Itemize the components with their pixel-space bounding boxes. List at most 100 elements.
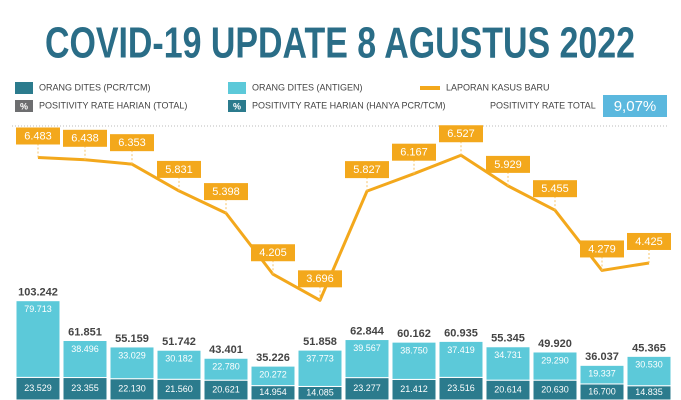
bar-segment [485,346,531,381]
line-value-label: 5.398 [212,186,240,198]
legend-label: LAPORAN KASUS BARU [446,82,550,92]
line-value-label: 5.455 [541,183,569,195]
bar-value-label: 22.780 [212,362,240,372]
title: COVID-19 UPDATE 8 AGUSTUS 2022 [45,19,635,68]
line-value-label: 6.527 [447,128,475,140]
bar-value-label: 33.029 [118,350,146,360]
bar-segment [626,355,672,387]
line-value-label: 6.483 [24,130,52,142]
bar-total-label: 62.844 [350,325,385,337]
positivity-total-value: 9,07% [614,98,657,115]
line-value-label: 4.425 [635,236,663,248]
line-label-box [439,125,483,143]
line [37,153,650,302]
bar-total-label: 60.162 [397,328,431,340]
bar-value-label: 19.337 [588,369,616,379]
bar-value-label: 37.773 [306,353,334,363]
line-value-label: 5.831 [165,164,193,176]
bar-segment [15,300,61,378]
bar-segment [391,341,437,380]
bar-total-label: 35.226 [256,352,290,364]
bar-total-label: 55.159 [115,333,149,345]
bar-segment [297,349,343,387]
legend-icon: % [20,101,28,111]
line-value-label: 6.167 [400,147,428,159]
bar-value-label: 20.614 [494,384,522,394]
line-label-box [63,129,107,147]
bar-value-label: 22.130 [118,384,146,394]
bar-value-label: 34.731 [494,350,522,360]
bar-value-label: 23.355 [71,383,99,393]
legend-swatch [228,82,246,94]
legend-swatch [15,100,33,112]
bar-total-label: 103.242 [18,287,58,299]
bar-segment [532,351,578,381]
bar-value-label: 20.630 [541,384,569,394]
line-label-box [486,155,530,173]
line-label-box [157,160,201,178]
line-label-box [627,232,671,250]
bar-total-label: 49.920 [538,338,572,350]
bar-total-label: 36.037 [585,351,619,363]
legend-label: POSITIVITY RATE HARIAN (TOTAL) [39,100,187,110]
bar-value-label: 21.412 [400,384,428,394]
line-label-box [251,244,295,262]
bar-value-label: 30.530 [635,360,663,370]
line-value-label: 6.353 [118,137,146,149]
bar-value-label: 37.419 [447,345,475,355]
bar-value-label: 23.277 [353,383,381,393]
line-label-box [16,127,60,145]
line-value-label: 5.929 [494,159,522,171]
legend-label: ORANG DITES (PCR/TCM) [39,82,151,92]
bar-segment [250,365,296,387]
line-value-label: 4.279 [588,243,616,255]
line-label-box [110,134,154,152]
legend-swatch [15,82,33,94]
bar-value-label: 20.272 [259,369,287,379]
bar-total-label: 55.345 [491,333,525,345]
line-label-box [204,183,248,201]
bar-value-label: 23.529 [24,383,52,393]
line-label-box [533,180,577,198]
line-value-label: 5.827 [353,164,381,176]
bar-value-label: 20.621 [212,384,240,394]
line-label-box [392,143,436,161]
bar-value-label: 39.567 [353,343,381,353]
bar-total-label: 61.851 [68,326,102,338]
legend-label: ORANG DITES (ANTIGEN) [252,82,363,92]
positivity-total-badge [603,95,667,117]
bar-segment [109,346,155,380]
positivity-total-label: POSITIVITY RATE TOTAL [490,100,596,110]
bar-value-label: 79.713 [24,304,52,314]
bar-value-label: 29.290 [541,355,569,365]
bar-total-label: 60.935 [444,327,478,339]
bar-total-label: 45.365 [632,342,666,354]
bar-segment [203,357,249,381]
bar-value-label: 14.954 [259,387,287,397]
line-value-label: 4.205 [259,247,287,259]
legend-label: POSITIVITY RATE HARIAN (HANYA PCR/TCM) [252,100,446,110]
legend-icon: % [233,101,241,111]
bar-value-label: 21.560 [165,384,193,394]
line-label-box [580,240,624,258]
line-label-box [298,270,342,288]
bar-value-label: 16.700 [588,386,616,396]
bar-total-label: 51.858 [303,336,337,348]
bar-total-label: 43.401 [209,344,243,356]
bar-segment [438,340,484,378]
bar-value-label: 38.750 [400,346,428,356]
bar-segment [62,340,108,379]
bar-segment [156,349,202,380]
legend-swatch [228,100,246,112]
line-value-label: 3.696 [306,273,334,285]
bar-value-label: 23.516 [447,383,475,393]
bar-value-label: 14.835 [635,387,663,397]
bar-segment [579,364,625,385]
line-label-box [345,161,389,179]
bar-value-label: 14.085 [306,388,334,398]
line-value-label: 6.438 [71,133,99,145]
bar-value-label: 38.496 [71,344,99,354]
bar-value-label: 30.182 [165,354,193,364]
bar-segment [344,339,390,379]
